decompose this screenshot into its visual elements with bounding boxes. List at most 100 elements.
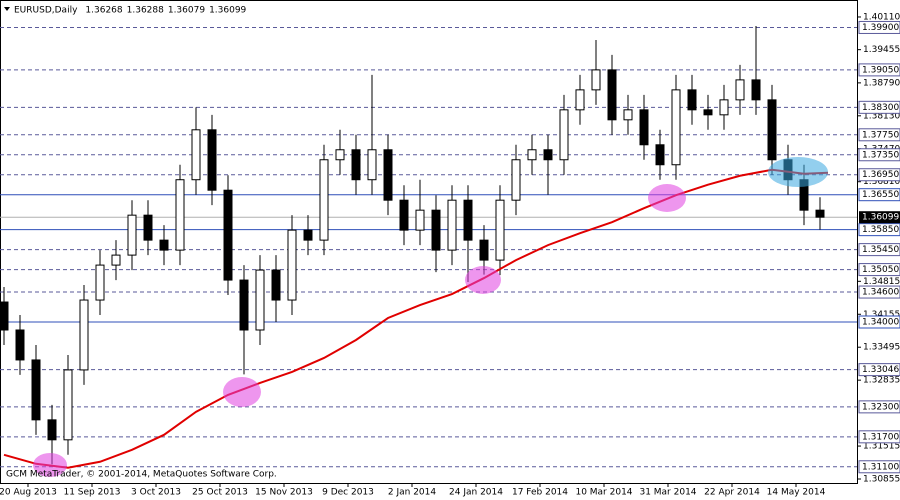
quote: 1.36268 1.36288 1.36079 1.36099	[85, 6, 246, 16]
candle-body	[31, 359, 41, 421]
candle-body	[159, 239, 169, 251]
candle-body	[463, 199, 473, 241]
current-price-label: 1.36099	[862, 213, 899, 223]
candle-body	[271, 269, 281, 301]
candle-body	[175, 179, 185, 251]
levels	[0, 26, 857, 468]
quote-value: 1.36079	[168, 6, 205, 16]
candle-body	[63, 369, 73, 441]
candle-body	[47, 419, 57, 441]
level-label: 1.35450	[862, 245, 899, 255]
level-label-box	[858, 20, 900, 34]
candle-body	[303, 229, 313, 241]
x-tick-label: 2 Jan 2014	[388, 488, 436, 498]
candle-body	[367, 149, 377, 181]
level-label: 1.35850	[862, 225, 899, 235]
x-tick-label: 11 Sep 2013	[63, 488, 120, 498]
candle-body	[607, 69, 617, 121]
y-tick-label: 1.36810	[863, 177, 900, 187]
candle-body	[735, 79, 745, 101]
level-label-box	[858, 243, 900, 257]
level-label-box	[858, 430, 900, 444]
level-label: 1.31700	[862, 432, 899, 442]
x-tick-label: 10 Mar 2014	[575, 488, 632, 498]
plot	[0, 25, 829, 469]
candle-body	[255, 269, 265, 331]
candle-body	[239, 279, 249, 331]
y-tick-label: 1.33495	[863, 343, 900, 353]
x-tick-label: 20 Aug 2013	[0, 488, 57, 498]
level-label-box	[858, 148, 900, 162]
level-label: 1.31100	[862, 462, 899, 472]
candle-body	[703, 109, 713, 116]
candle-body	[95, 264, 105, 301]
level-label: 1.35050	[862, 265, 899, 275]
highlight	[223, 377, 261, 407]
level-label: 1.36550	[862, 190, 899, 200]
candle-body	[767, 99, 777, 161]
candle-body	[815, 209, 825, 218]
moving-average	[3, 168, 829, 469]
level-label-box	[858, 285, 900, 299]
y-tick-label: 1.32835	[863, 376, 900, 386]
candle-body	[479, 239, 489, 261]
level-label-box	[858, 460, 900, 474]
y-tick-label: 1.39455	[863, 45, 900, 55]
quote-value: 1.36268	[85, 6, 122, 16]
level-label: 1.34000	[862, 318, 899, 328]
highlight	[768, 157, 828, 187]
x-tick-label: 14 May 2014	[767, 488, 826, 498]
candle-body	[687, 89, 697, 111]
candle-body	[79, 299, 89, 371]
menu-arrow	[4, 7, 10, 11]
level-label-box	[858, 363, 900, 377]
candle-body	[383, 149, 393, 201]
level-label-box	[858, 188, 900, 202]
candle-body	[575, 89, 585, 111]
quote-value: 1.36099	[209, 6, 246, 16]
level-label: 1.38300	[862, 103, 899, 113]
y-tick-label: 1.34815	[863, 277, 900, 287]
candle-body	[591, 69, 601, 91]
x-tick-label: 17 Feb 2014	[512, 488, 568, 498]
candle-body	[623, 109, 633, 121]
x-tick-label: 24 Jan 2014	[449, 488, 503, 498]
x-tick-label: 22 Apr 2014	[704, 488, 760, 498]
y-tick-label: 1.40110	[863, 12, 900, 22]
quote-value: 1.36288	[127, 6, 164, 16]
level-label: 1.32300	[862, 402, 899, 412]
highlight	[648, 184, 686, 212]
plot-area	[0, 0, 858, 484]
level-label: 1.36950	[862, 170, 899, 180]
candle-body	[127, 214, 137, 256]
candle-body	[655, 144, 665, 166]
candle-body	[15, 329, 25, 361]
y-tick-label: 1.38790	[863, 78, 900, 88]
level-label-box	[858, 100, 900, 114]
y-tick-label: 1.38130	[863, 111, 900, 121]
level-label: 1.39900	[862, 23, 899, 33]
x-tick-label: 3 Oct 2013	[131, 488, 181, 498]
x-tick-label: 25 Oct 2013	[192, 488, 248, 498]
candle-body	[639, 109, 649, 146]
level-label: 1.37350	[862, 150, 899, 160]
chart-title: EURUSD,Daily	[14, 6, 78, 16]
level-label: 1.33046	[862, 365, 899, 375]
candle-body	[287, 229, 297, 301]
level-label-box	[858, 400, 900, 414]
y-tick-label: 1.31515	[863, 442, 900, 452]
candle-body	[751, 79, 761, 101]
level-label-box	[858, 263, 900, 277]
candle-body	[319, 159, 329, 241]
candle-body	[399, 199, 409, 231]
level-label-box	[858, 223, 900, 237]
highlight	[465, 266, 501, 294]
level-label-box	[858, 128, 900, 142]
x-tick-label: 31 Mar 2014	[639, 488, 696, 498]
highlight	[33, 453, 67, 477]
y-tick-label: 1.34155	[863, 310, 900, 320]
candle-body	[719, 99, 729, 116]
footer: GCM MetaTrader, © 2001-2014, MetaQuotes …	[6, 470, 277, 480]
level-label: 1.37750	[862, 130, 899, 140]
